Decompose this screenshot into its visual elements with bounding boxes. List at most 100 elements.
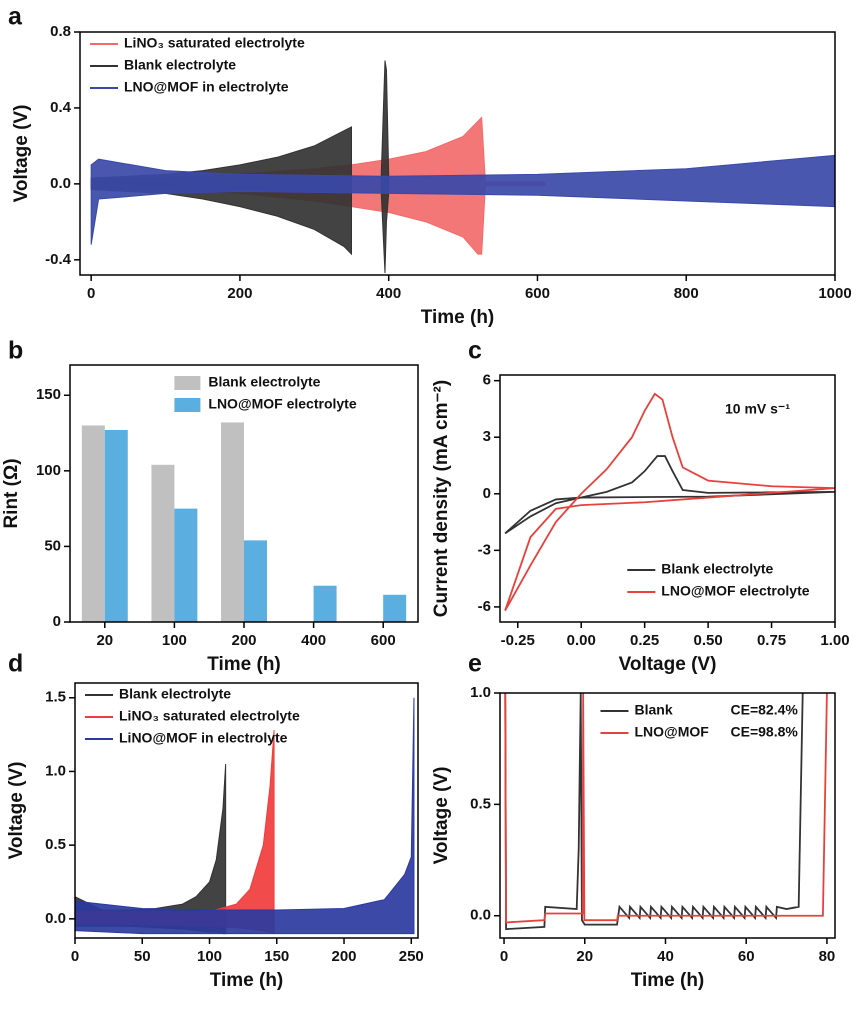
x-tick-label: 600 bbox=[371, 632, 396, 649]
legend-label: LiNO₃ saturated electrolyte bbox=[124, 35, 305, 51]
legend-label: LiNO₃ saturated electrolyte bbox=[119, 708, 300, 724]
panel-label: d bbox=[8, 650, 23, 678]
legend-label: Blank bbox=[635, 702, 673, 718]
x-tick-label: 600 bbox=[525, 285, 550, 302]
bar bbox=[221, 422, 244, 622]
legend-label: Blank electrolyte bbox=[661, 561, 773, 577]
x-tick-label: -0.25 bbox=[501, 632, 535, 649]
x-axis-title: Time (h) bbox=[631, 970, 705, 991]
y-axis-title: Voltage (V) bbox=[431, 767, 452, 865]
y-tick-label: 0 bbox=[483, 485, 491, 502]
x-tick-label: 80 bbox=[819, 948, 836, 965]
plot bbox=[504, 392, 835, 612]
y-axis-title: Rint (Ω) bbox=[1, 458, 22, 528]
y-tick-label: 1.5 bbox=[45, 689, 66, 706]
legend-label: Blank electrolyte bbox=[124, 57, 236, 73]
panel-label: a bbox=[8, 3, 23, 31]
line bbox=[504, 455, 835, 535]
x-tick-label: 60 bbox=[738, 948, 755, 965]
x-tick-label: 0 bbox=[500, 948, 508, 965]
x-tick-label: 800 bbox=[674, 285, 699, 302]
x-tick-label: 200 bbox=[332, 948, 357, 965]
plot-frame bbox=[74, 682, 419, 939]
x-tick-label: 0.00 bbox=[567, 632, 596, 649]
x-tick-label: 0.50 bbox=[694, 632, 723, 649]
y-tick-label: 100 bbox=[36, 462, 61, 479]
plot-frame bbox=[69, 364, 419, 623]
y-axis-title: Current density (mA cm⁻²) bbox=[431, 380, 452, 617]
x-tick-label: 0.75 bbox=[757, 632, 786, 649]
x-tick-label: 200 bbox=[231, 632, 256, 649]
y-tick-label: 0.8 bbox=[50, 23, 71, 40]
y-tick-label: -6 bbox=[478, 598, 491, 615]
band-area bbox=[90, 154, 835, 245]
panel-label: c bbox=[468, 337, 482, 365]
y-tick-label: 0.5 bbox=[45, 836, 66, 853]
y-tick-label: 0.5 bbox=[470, 795, 491, 812]
x-tick-label: 100 bbox=[162, 632, 187, 649]
legend-label: LiNO@MOF in electrolyte bbox=[119, 730, 288, 746]
x-tick-label: 400 bbox=[301, 632, 326, 649]
y-axis-title: Voltage (V) bbox=[6, 762, 27, 860]
legend-label: LNO@MOF bbox=[635, 724, 710, 740]
plot-frame bbox=[499, 692, 836, 939]
bar bbox=[104, 430, 128, 622]
y-tick-label: 0 bbox=[53, 613, 61, 630]
x-tick-label: 250 bbox=[399, 948, 424, 965]
x-tick-label: 50 bbox=[134, 948, 151, 965]
line bbox=[504, 392, 835, 612]
legend-label: Blank electrolyte bbox=[119, 686, 231, 702]
x-tick-label: 150 bbox=[264, 948, 289, 965]
y-axis-title: Voltage (V) bbox=[11, 105, 32, 203]
plot bbox=[90, 60, 835, 274]
y-tick-label: 1.0 bbox=[470, 684, 491, 701]
y-tick-label: 0.0 bbox=[50, 175, 71, 192]
y-tick-label: 150 bbox=[36, 386, 61, 403]
plot-frame bbox=[499, 374, 836, 623]
bar bbox=[174, 508, 198, 622]
legend-swatch bbox=[174, 398, 201, 412]
x-tick-label: 20 bbox=[96, 632, 113, 649]
y-tick-label: 0.0 bbox=[470, 907, 491, 924]
x-tick-label: 0 bbox=[71, 948, 79, 965]
x-tick-label: 200 bbox=[227, 285, 252, 302]
bar bbox=[383, 594, 407, 622]
y-tick-label: 1.0 bbox=[45, 762, 66, 779]
y-tick-label: 6 bbox=[483, 372, 491, 389]
x-tick-label: 0.25 bbox=[630, 632, 659, 649]
annotation: CE=98.8% bbox=[731, 724, 799, 740]
plot bbox=[504, 693, 828, 931]
plot bbox=[81, 422, 407, 622]
x-tick-label: 100 bbox=[197, 948, 222, 965]
legend-label: LNO@MOF electrolyte bbox=[661, 583, 809, 599]
plot-frame bbox=[79, 31, 836, 276]
y-tick-label: 0.4 bbox=[50, 99, 72, 116]
annotation: 10 mV s⁻¹ bbox=[725, 401, 790, 417]
x-tick-label: 400 bbox=[376, 285, 401, 302]
line bbox=[504, 693, 828, 924]
y-tick-label: 50 bbox=[44, 537, 61, 554]
y-tick-label: -3 bbox=[478, 541, 491, 558]
x-axis-title: Time (h) bbox=[210, 970, 284, 991]
legend-swatch bbox=[174, 376, 201, 390]
x-tick-label: 20 bbox=[576, 948, 593, 965]
panel-label: e bbox=[468, 650, 482, 678]
plot bbox=[75, 697, 415, 935]
x-tick-label: 1.00 bbox=[820, 632, 849, 649]
x-tick-label: 40 bbox=[657, 948, 674, 965]
annotation: CE=82.4% bbox=[731, 702, 799, 718]
legend-label: LNO@MOF in electrolyte bbox=[124, 79, 289, 95]
bar bbox=[244, 540, 267, 622]
band-area bbox=[380, 60, 390, 274]
x-axis-title: Voltage (V) bbox=[619, 654, 717, 675]
panel-label: b bbox=[8, 337, 23, 365]
y-tick-label: 0.0 bbox=[45, 910, 66, 927]
x-axis-title: Time (h) bbox=[207, 654, 281, 675]
band-area bbox=[75, 697, 415, 935]
x-tick-label: 0 bbox=[87, 285, 95, 302]
y-tick-label: 3 bbox=[483, 428, 491, 445]
legend-label: LNO@MOF electrolyte bbox=[208, 396, 356, 412]
x-tick-label: 1000 bbox=[818, 285, 851, 302]
band-area bbox=[75, 730, 275, 935]
